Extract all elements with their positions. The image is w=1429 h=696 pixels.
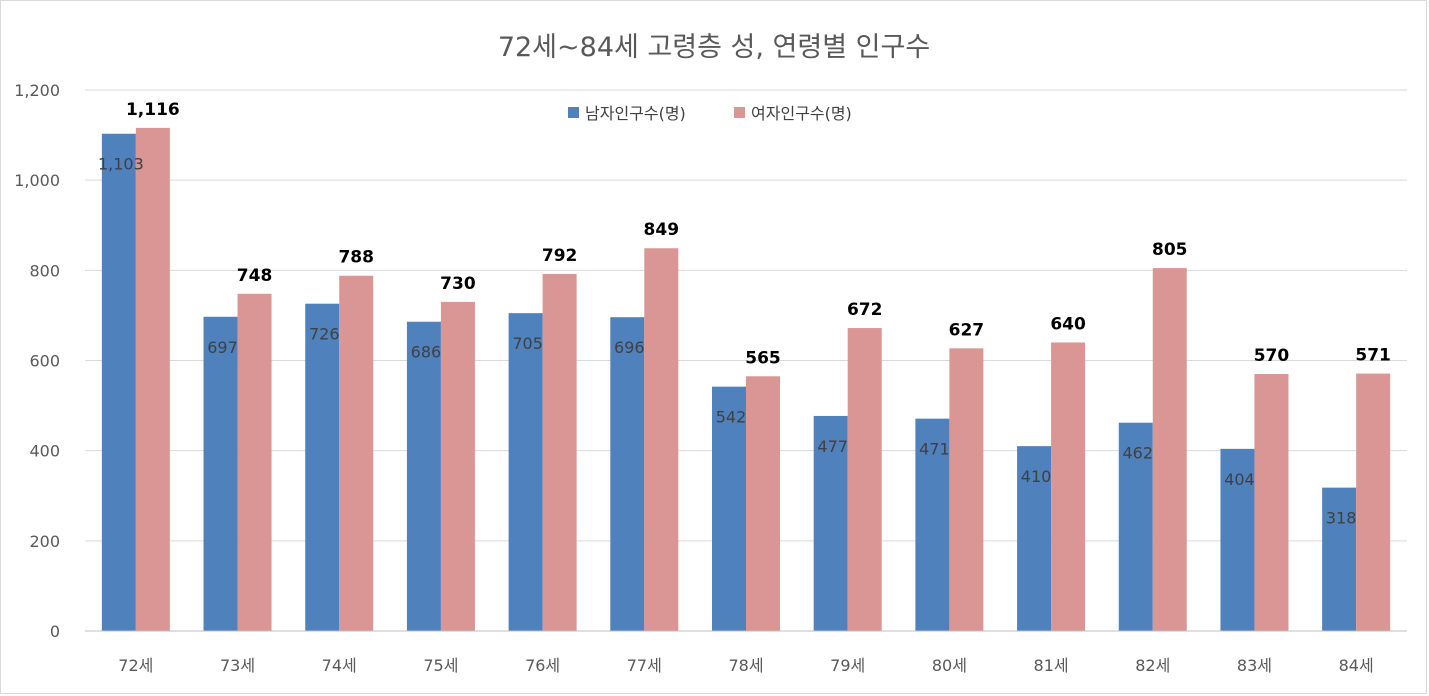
data-label-female: 565	[745, 348, 781, 368]
data-label-male: 318	[1326, 509, 1357, 528]
y-tick-label: 600	[29, 352, 60, 371]
x-tick-label: 81세	[1034, 656, 1069, 675]
bar-female	[135, 127, 170, 632]
y-tick-label: 1,000	[14, 171, 60, 190]
legend-label-male: 남자인구수(명)	[585, 104, 686, 123]
bar-female	[1051, 342, 1086, 631]
bar-male	[1017, 446, 1052, 631]
data-label-female: 805	[1152, 240, 1188, 260]
bar-male	[203, 316, 238, 631]
bar-female	[339, 275, 374, 631]
bar-female	[746, 376, 780, 631]
x-tick-label: 79세	[830, 656, 865, 675]
data-label-female: 1,116	[126, 100, 180, 120]
bar-female	[1152, 268, 1187, 631]
data-label-male: 462	[1122, 444, 1153, 463]
data-label-female: 571	[1355, 346, 1391, 366]
x-tick-label: 83세	[1237, 656, 1272, 675]
legend-label-female: 여자인구수(명)	[751, 104, 852, 123]
data-label-female: 849	[644, 220, 680, 240]
data-label-female: 672	[847, 300, 883, 320]
bar-female	[1356, 373, 1391, 631]
data-label-male: 410	[1021, 467, 1052, 486]
data-label-male: 404	[1224, 470, 1255, 489]
y-axis: 0 200 400 600 800 1,000 1,200	[14, 81, 60, 641]
x-tick-label: 73세	[220, 656, 255, 675]
bar-male	[915, 418, 950, 631]
data-label-male: 1,103	[98, 155, 144, 174]
data-labels: 1,103 1,116 697 748 726 788 686 730 705 792 696 849…	[98, 100, 1391, 528]
data-label-male: 726	[309, 325, 340, 344]
x-tick-label: 76세	[525, 656, 560, 675]
bar-female	[440, 301, 475, 631]
bar-female	[644, 248, 679, 631]
data-label-female: 730	[440, 274, 476, 294]
bar-male	[1322, 487, 1357, 631]
y-tick-label: 400	[29, 442, 60, 461]
x-tick-label: 72세	[118, 656, 153, 675]
x-tick-label: 80세	[932, 656, 967, 675]
x-tick-label: 74세	[322, 656, 357, 675]
bar-female	[1254, 374, 1289, 631]
bar-male	[1220, 448, 1255, 631]
y-tick-label: 800	[29, 261, 60, 280]
data-label-female: 748	[237, 266, 273, 286]
bar-male	[610, 317, 645, 631]
x-tick-label: 75세	[423, 656, 458, 675]
x-tick-label: 82세	[1135, 656, 1170, 675]
bar-male	[406, 321, 441, 631]
y-tick-label: 200	[29, 532, 60, 551]
bar-male	[712, 386, 746, 631]
data-label-female: 570	[1254, 346, 1290, 366]
bar-male	[508, 313, 543, 631]
bar-male	[1118, 422, 1153, 631]
bar-female	[949, 348, 984, 631]
data-label-male: 477	[817, 437, 848, 456]
x-tick-label: 78세	[728, 656, 763, 675]
data-label-female: 627	[949, 320, 985, 340]
bars	[101, 127, 1391, 632]
data-label-male: 471	[919, 440, 950, 459]
legend: 남자인구수(명) 여자인구수(명)	[568, 104, 852, 123]
data-label-female: 788	[338, 248, 374, 268]
bar-male	[101, 133, 136, 631]
data-label-female: 640	[1050, 314, 1086, 334]
x-tick-label: 84세	[1339, 656, 1374, 675]
chart-title: 72세~84세 고령층 성, 연령별 인구수	[498, 32, 930, 63]
data-label-male: 542	[716, 408, 747, 427]
legend-swatch-male	[568, 107, 579, 118]
bar-male	[813, 415, 848, 631]
bar-female	[542, 273, 577, 631]
data-label-female: 792	[542, 246, 578, 266]
bar-male	[305, 303, 340, 631]
y-tick-label: 1,200	[14, 81, 60, 100]
data-label-male: 686	[411, 343, 442, 362]
bar-female	[237, 293, 272, 631]
data-label-male: 697	[207, 338, 238, 357]
data-label-male: 696	[614, 338, 645, 357]
bar-female	[847, 328, 882, 631]
x-tick-label: 77세	[627, 656, 662, 675]
legend-swatch-female	[734, 107, 745, 118]
x-axis: 72세 73세 74세 75세 76세 77세 78세 79세 80세 81세 82세 83세 84세	[85, 630, 1407, 675]
data-label-male: 705	[512, 334, 543, 353]
y-tick-label: 0	[50, 622, 60, 641]
